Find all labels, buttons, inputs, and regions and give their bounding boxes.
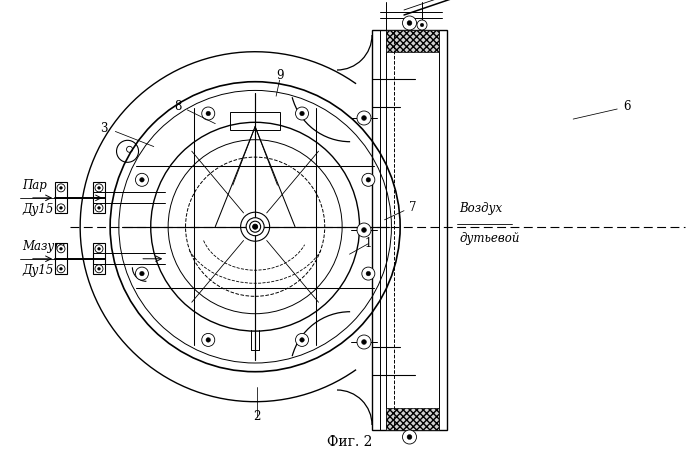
Circle shape — [98, 207, 101, 209]
Text: Ду15: Ду15 — [22, 203, 54, 216]
Circle shape — [57, 184, 65, 192]
Circle shape — [95, 204, 103, 212]
Circle shape — [252, 224, 258, 229]
Circle shape — [417, 20, 427, 30]
Text: Воздух: Воздух — [459, 202, 502, 215]
Text: Пар: Пар — [22, 180, 47, 192]
Circle shape — [59, 207, 62, 209]
Circle shape — [366, 178, 370, 182]
Circle shape — [95, 245, 103, 253]
Circle shape — [403, 430, 417, 444]
Circle shape — [206, 338, 210, 342]
Circle shape — [357, 111, 371, 125]
Circle shape — [407, 435, 412, 439]
Circle shape — [300, 338, 304, 342]
Text: дутьевой: дутьевой — [459, 232, 519, 245]
Text: Мазут: Мазут — [22, 240, 66, 253]
Circle shape — [357, 335, 371, 349]
Circle shape — [59, 267, 62, 270]
Circle shape — [296, 333, 308, 346]
Circle shape — [361, 228, 366, 233]
Circle shape — [98, 247, 101, 250]
Circle shape — [57, 204, 65, 212]
Bar — [386, 30, 439, 52]
Circle shape — [136, 173, 148, 186]
Circle shape — [246, 218, 264, 236]
Circle shape — [361, 115, 366, 120]
Bar — [55, 182, 67, 213]
Circle shape — [140, 178, 144, 182]
Circle shape — [300, 111, 304, 116]
Circle shape — [357, 223, 371, 237]
Text: 1: 1 — [365, 237, 372, 250]
Circle shape — [407, 21, 412, 26]
Circle shape — [57, 265, 65, 273]
Circle shape — [362, 173, 375, 186]
Circle shape — [296, 107, 308, 120]
Bar — [93, 182, 105, 213]
Circle shape — [95, 265, 103, 273]
Circle shape — [59, 186, 62, 189]
Text: 7: 7 — [409, 201, 416, 213]
Circle shape — [57, 245, 65, 253]
Bar — [55, 243, 67, 274]
Circle shape — [136, 267, 148, 280]
Circle shape — [361, 339, 366, 344]
Text: Фиг. 2: Фиг. 2 — [327, 435, 372, 449]
Circle shape — [206, 111, 210, 116]
Bar — [230, 112, 280, 130]
Circle shape — [366, 271, 370, 276]
Text: 8: 8 — [175, 100, 182, 113]
Circle shape — [98, 267, 101, 270]
Bar — [93, 243, 105, 274]
Circle shape — [362, 267, 375, 280]
Text: 6: 6 — [624, 100, 630, 113]
Text: 9: 9 — [276, 69, 283, 82]
Text: 3: 3 — [100, 122, 107, 135]
Circle shape — [95, 184, 103, 192]
Circle shape — [98, 186, 101, 189]
Text: Ду15: Ду15 — [22, 264, 54, 277]
Circle shape — [59, 247, 62, 250]
Circle shape — [202, 107, 215, 120]
Text: 2: 2 — [254, 410, 261, 423]
Circle shape — [403, 16, 417, 30]
Circle shape — [250, 221, 261, 232]
Bar — [386, 408, 439, 430]
Circle shape — [420, 23, 424, 27]
Circle shape — [202, 333, 215, 346]
Bar — [372, 30, 447, 430]
Circle shape — [140, 271, 144, 276]
